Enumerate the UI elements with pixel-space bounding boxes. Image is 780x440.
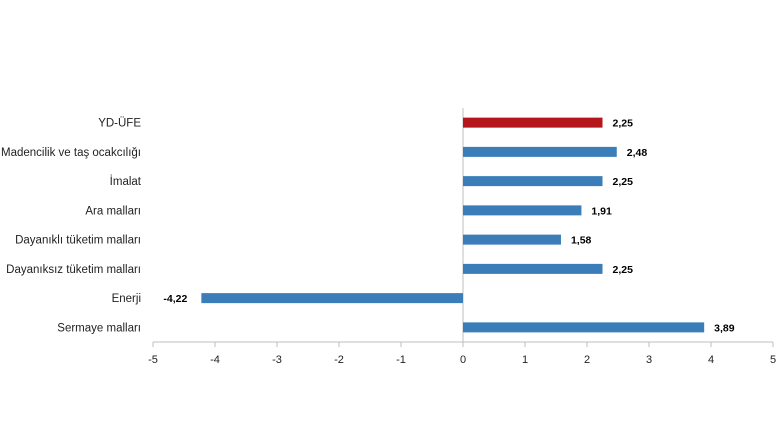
category-label: Dayanıklı tüketim malları [15, 235, 141, 247]
x-tick-label: -2 [334, 354, 344, 366]
category-label: Ara malları [85, 205, 141, 217]
bar [463, 146, 617, 157]
x-tick-label: -3 [272, 354, 282, 366]
x-tick-label: -1 [396, 354, 406, 366]
bar [463, 263, 603, 274]
x-tick-label: 2 [584, 354, 590, 366]
x-tick-label: 3 [646, 354, 652, 366]
data-label: 2,25 [613, 118, 634, 130]
category-label: Enerji [112, 293, 141, 305]
x-tick-label: 5 [770, 354, 776, 366]
data-label: 2,48 [627, 147, 648, 159]
category-label: İmalat [110, 175, 142, 188]
plot-area: -5 -4 -3 -2 -1 0 1 2 3 4 5 YD-ÜFE 2,25 Madencilik ve … [1, 108, 776, 366]
data-label: -4,22 [163, 293, 187, 305]
data-label: 1,91 [591, 205, 612, 217]
x-tick-label: 4 [708, 354, 714, 366]
x-tick-label: -4 [210, 354, 220, 366]
bar [463, 117, 603, 128]
data-label: 3,89 [714, 322, 735, 334]
category-label: Sermaye malları [57, 322, 141, 334]
bar [463, 205, 582, 216]
category-label: YD-ÜFE [98, 118, 141, 130]
category-label: Madencilik ve taş ocakcılığı [1, 147, 141, 159]
x-tick-label: 1 [522, 354, 528, 366]
bar [463, 176, 603, 187]
bar [201, 293, 464, 304]
x-tick-label: 0 [460, 354, 466, 366]
bar [463, 322, 705, 333]
x-tick-label: -5 [148, 354, 158, 366]
data-label: 2,25 [613, 264, 634, 276]
bar [463, 234, 561, 245]
data-label: 2,25 [613, 176, 634, 188]
data-label: 1,58 [571, 235, 592, 247]
category-label: Dayanıksız tüketim malları [6, 264, 141, 276]
